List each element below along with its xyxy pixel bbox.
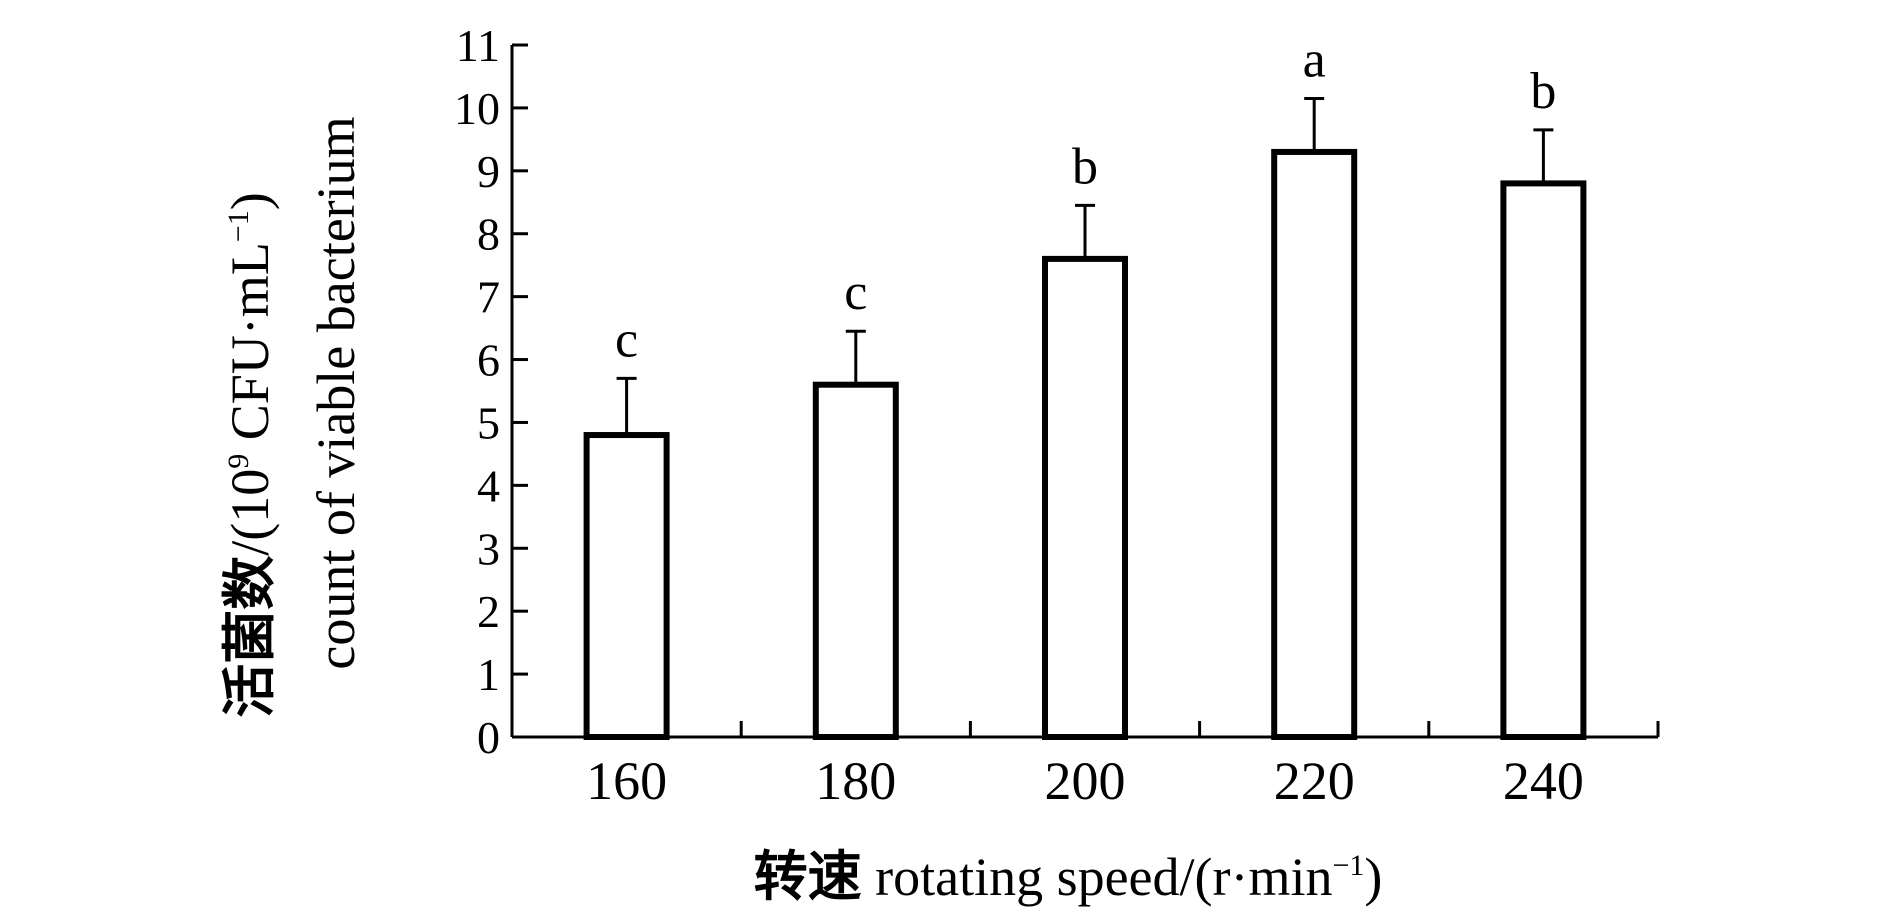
y-tick-label: 1	[477, 649, 500, 700]
y-tick-label: 8	[477, 209, 500, 260]
bars: c 160 c 180 b 200 a 220 b 240	[583, 31, 1587, 811]
x-tick-label-160: 160	[586, 751, 667, 811]
y-tick-label: 6	[477, 335, 500, 386]
y-tick-label: 10	[454, 83, 500, 134]
significance-label-200: b	[1072, 138, 1098, 195]
bar-200	[1042, 255, 1128, 740]
significance-label-180: c	[844, 264, 867, 321]
x-tick-label-220: 220	[1274, 751, 1355, 811]
bar-240	[1500, 180, 1587, 740]
axes: 0 1 2 3 4 5 6 7 8 9 10 11	[454, 20, 1660, 763]
x-tick-label-240: 240	[1503, 751, 1584, 811]
bar-220	[1271, 148, 1358, 741]
significance-label-240: b	[1530, 63, 1556, 120]
bar-180	[812, 381, 899, 740]
y-axis-title-line2: count of viable bacterium	[306, 116, 366, 669]
y-tick-label: 3	[477, 523, 500, 574]
y-tick-label: 9	[477, 146, 500, 197]
y-tick-label: 0	[477, 712, 500, 763]
y-tick-label: 11	[456, 20, 500, 71]
y-tick-label: 2	[477, 586, 500, 637]
bar-160	[583, 432, 670, 740]
y-tick-label: 5	[477, 397, 500, 448]
significance-label-160: c	[615, 311, 638, 368]
y-tick-label: 4	[477, 460, 500, 511]
x-axis-title: 转速 rotating speed/(r·min−1)	[754, 845, 1383, 908]
x-tick-label-180: 180	[815, 751, 896, 811]
x-tick-label-200: 200	[1045, 751, 1126, 811]
y-tick-label: 7	[477, 272, 500, 323]
y-axis-title-line1: 活菌数/(109 CFU·mL−1)	[218, 192, 281, 717]
significance-label-220: a	[1303, 31, 1326, 88]
